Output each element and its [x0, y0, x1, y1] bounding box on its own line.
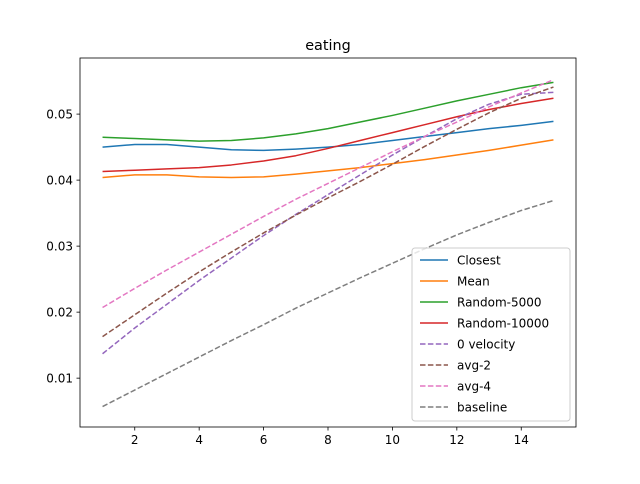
series-line-avg-2: [102, 86, 554, 338]
x-tick-label: 8: [324, 433, 332, 447]
series-line-baseline: [102, 199, 554, 408]
legend-label: Mean: [457, 275, 490, 289]
legend-label: Random-10000: [457, 317, 549, 331]
y-tick-label: 0.03: [46, 239, 73, 253]
x-tick-label: 4: [195, 433, 203, 447]
x-tick-label: 2: [131, 433, 139, 447]
legend-label: avg-4: [457, 380, 491, 394]
series-line-avg-4: [102, 79, 554, 309]
x-tick-label: 12: [449, 433, 464, 447]
chart-title: eating: [305, 38, 351, 54]
axes-layer: 2 4 6 8 10 12 14 0.01 0.02 0.03 0.04 0.05: [46, 57, 577, 447]
legend-label: baseline: [457, 401, 507, 415]
series-line-closest: [102, 120, 554, 152]
series-layer: [102, 79, 554, 408]
legend-label: Random-5000: [457, 296, 542, 310]
legend: Closest Mean Random-5000 Random-10000 0 velo…: [411, 247, 571, 422]
x-tick-label: 14: [514, 433, 529, 447]
series-line-mean: [102, 139, 554, 179]
y-tick-label: 0.05: [46, 107, 73, 121]
legend-label: Closest: [457, 254, 501, 268]
series-line-random-5000: [102, 81, 554, 142]
legend-label: 0 velocity: [457, 338, 515, 352]
y-tick-label: 0.01: [46, 371, 73, 385]
legend-box: [411, 247, 571, 422]
y-tick-label: 0.04: [46, 173, 73, 187]
y-tick-label: 0.02: [46, 305, 73, 319]
legend-label: avg-2: [457, 359, 491, 373]
x-tick-label: 10: [385, 433, 400, 447]
x-tick-label: 6: [260, 433, 268, 447]
